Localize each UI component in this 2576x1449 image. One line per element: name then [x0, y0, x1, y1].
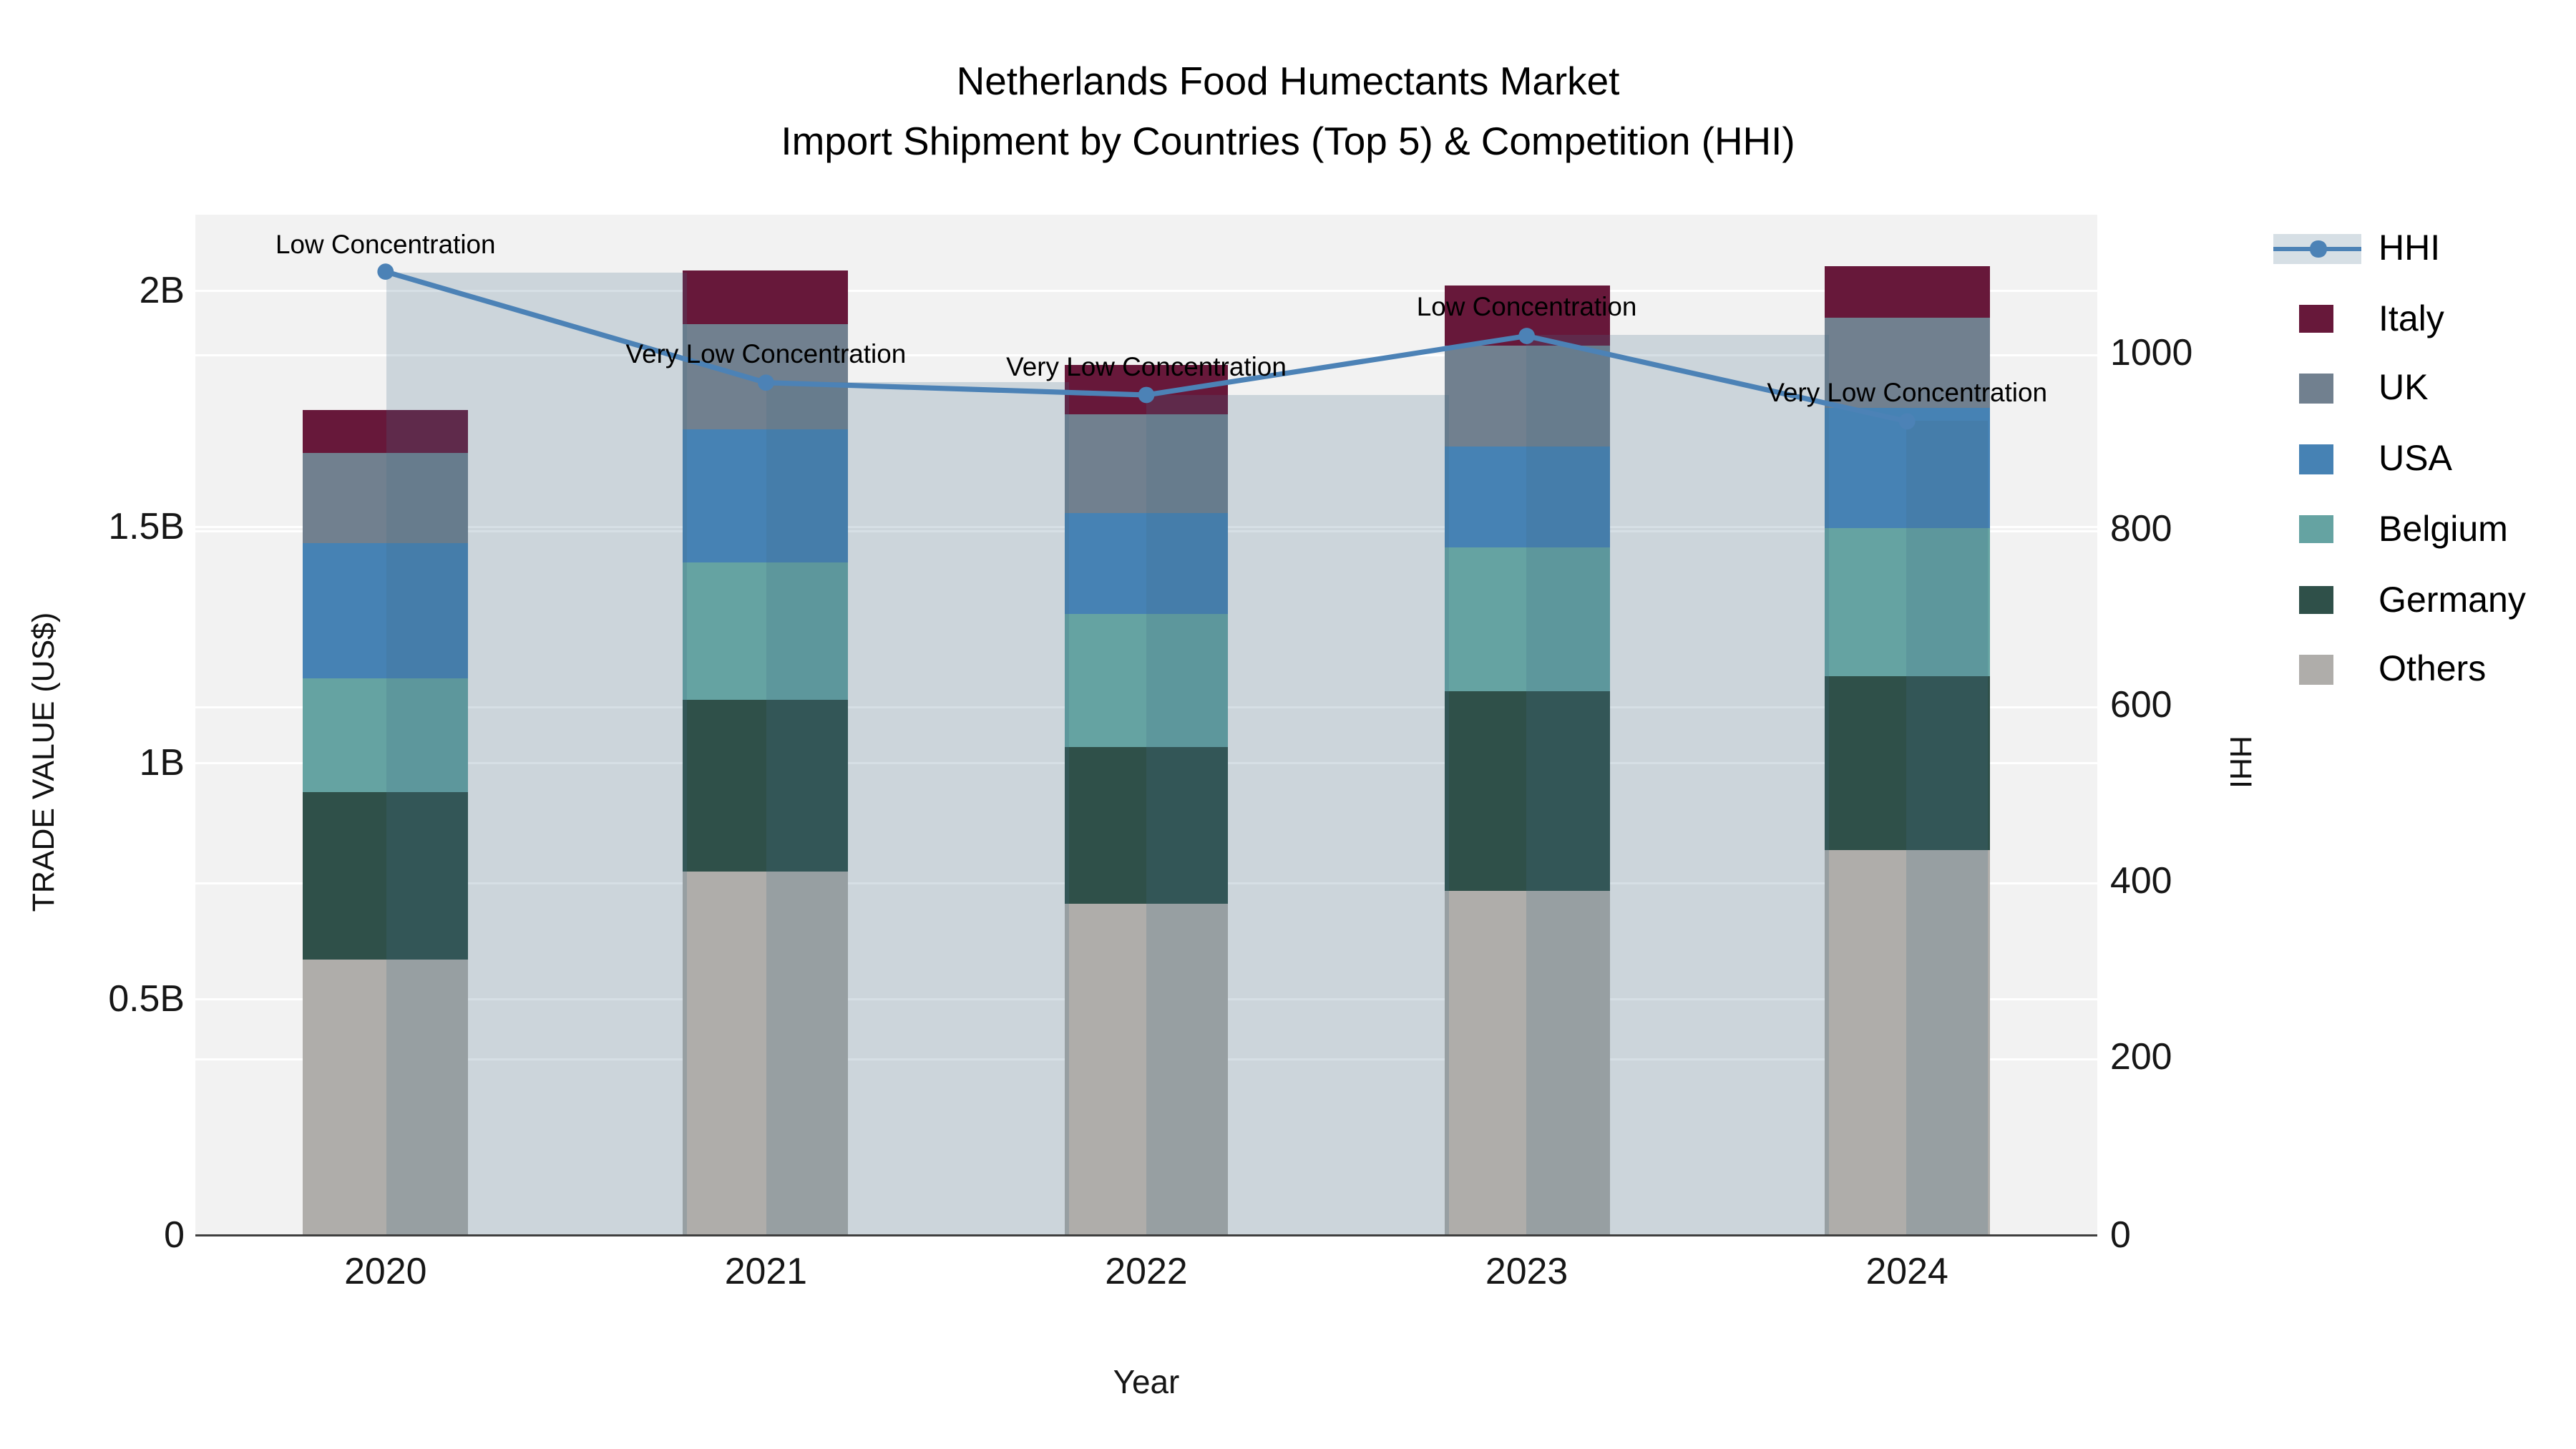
hhi-band-2022[interactable] [1146, 394, 1449, 1234]
y-left-tick-label: 0.5B [108, 975, 185, 1019]
chart-title-line2: Import Shipment by Countries (Top 5) & C… [781, 118, 1795, 163]
legend-swatch-usa [2299, 444, 2333, 474]
hhi-band-2024[interactable] [1907, 421, 1989, 1234]
bar-segment-italy-2021[interactable] [683, 271, 849, 324]
y-left-tick-label: 1B [139, 740, 185, 784]
legend-item-uk[interactable]: UK [2258, 364, 2576, 415]
x-tick-label-2020: 2020 [344, 1249, 427, 1292]
bar-segment-others-2023[interactable] [1444, 891, 1609, 1234]
legend-swatch-italy [2299, 304, 2333, 333]
y-left-tick-label: 0 [164, 1211, 185, 1255]
legend-item-germany[interactable]: Germany [2258, 575, 2576, 626]
bar-segment-belgium-2021[interactable] [683, 563, 849, 699]
hhi-point-2022[interactable] [1138, 386, 1155, 404]
bar-segment-belgium-2020[interactable] [303, 678, 468, 793]
hhi-band-2023[interactable] [1526, 336, 1830, 1234]
bar-segment-belgium-2022[interactable] [1063, 613, 1229, 747]
legend-swatch-uk [2299, 374, 2333, 404]
bar-segment-uk-2020[interactable] [303, 454, 468, 543]
bar-segment-germany-2022[interactable] [1063, 746, 1229, 904]
x-axis-line [195, 1233, 2097, 1237]
y-left-tick-label: 1.5B [108, 504, 185, 547]
legend-label-germany: Germany [2379, 578, 2526, 620]
x-tick-label-2024: 2024 [1865, 1249, 1948, 1292]
hhi-point-2021[interactable] [758, 374, 774, 391]
y-right-tick-label: 400 [2110, 859, 2172, 903]
bar-segment-others-2024[interactable] [1825, 850, 1990, 1234]
bar-segment-usa-2022[interactable] [1063, 514, 1229, 613]
legend-item-belgium[interactable]: Belgium [2258, 504, 2576, 555]
y-right-tick-label: 200 [2110, 1035, 2172, 1079]
gridline-left [195, 291, 2097, 293]
hhi-band-2021[interactable] [766, 382, 1068, 1234]
bar-segment-uk-2022[interactable] [1063, 413, 1229, 514]
legend-item-italy[interactable]: Italy [2258, 293, 2576, 345]
legend-swatch-belgium [2299, 514, 2333, 544]
legend-swatch-germany [2299, 585, 2333, 614]
bar-segment-usa-2020[interactable] [303, 542, 468, 678]
x-tick-label-2023: 2023 [1485, 1249, 1568, 1292]
legend-item-hhi[interactable]: HHI [2258, 223, 2576, 275]
y-right-tick-label: 800 [2110, 507, 2172, 550]
x-axis-title: Year [1113, 1365, 1180, 1402]
legend-item-usa[interactable]: USA [2258, 434, 2576, 485]
bar-segment-italy-2024[interactable] [1825, 265, 1990, 318]
bar-segment-belgium-2024[interactable] [1825, 528, 1990, 676]
bar-segment-belgium-2023[interactable] [1444, 546, 1609, 691]
bar-segment-germany-2024[interactable] [1825, 675, 1990, 851]
hhi-point-2023[interactable] [1518, 328, 1535, 344]
legend-label-uk: UK [2379, 368, 2429, 409]
legend-hhi-marker-icon [2310, 240, 2326, 258]
annotation-2020: Low Concentration [275, 228, 496, 259]
gridline-right [195, 353, 2097, 356]
bar-segment-germany-2020[interactable] [303, 792, 468, 959]
bar-segment-others-2020[interactable] [303, 958, 468, 1234]
annotation-2021: Very Low Concentration [625, 339, 907, 370]
legend-label-others: Others [2379, 648, 2487, 690]
chart-title-line1: Netherlands Food Humectants Market [956, 58, 1620, 103]
bar-segment-others-2021[interactable] [683, 872, 849, 1234]
annotation-2024: Very Low Concentration [1767, 378, 2048, 409]
hhi-band-2020[interactable] [385, 271, 688, 1234]
y-right-tick-label: 1000 [2110, 331, 2193, 374]
y-left-tick-label: 2B [139, 268, 185, 311]
legend-label-belgium: Belgium [2379, 508, 2508, 550]
y-right-tick-label: 600 [2110, 683, 2172, 726]
legend-label-hhi: HHI [2379, 228, 2441, 268]
bar-segment-italy-2020[interactable] [303, 409, 468, 454]
x-tick-label-2021: 2021 [724, 1249, 808, 1292]
bar-segment-usa-2021[interactable] [683, 429, 849, 564]
bar-segment-others-2022[interactable] [1063, 903, 1229, 1234]
bar-segment-uk-2024[interactable] [1825, 318, 1990, 407]
x-tick-label-2022: 2022 [1105, 1249, 1188, 1292]
legend-label-usa: USA [2379, 438, 2452, 479]
bar-segment-germany-2023[interactable] [1444, 691, 1609, 892]
legend-swatch-others [2299, 655, 2333, 685]
hhi-line-layer [377, 263, 1916, 430]
y-right-axis-title: HHI [2222, 736, 2256, 789]
legend-item-others[interactable]: Others [2258, 645, 2576, 696]
bar-segment-germany-2021[interactable] [683, 698, 849, 872]
annotation-2022: Very Low Concentration [1006, 351, 1287, 382]
bar-segment-usa-2023[interactable] [1444, 447, 1609, 547]
hhi-point-2020[interactable] [377, 263, 394, 280]
bar-segment-uk-2023[interactable] [1444, 346, 1609, 447]
hhi-point-2024[interactable] [1898, 413, 1916, 430]
y-right-tick-label: 0 [2110, 1211, 2131, 1255]
annotation-2023: Low Concentration [1416, 293, 1637, 323]
legend-label-italy: Italy [2379, 298, 2444, 339]
